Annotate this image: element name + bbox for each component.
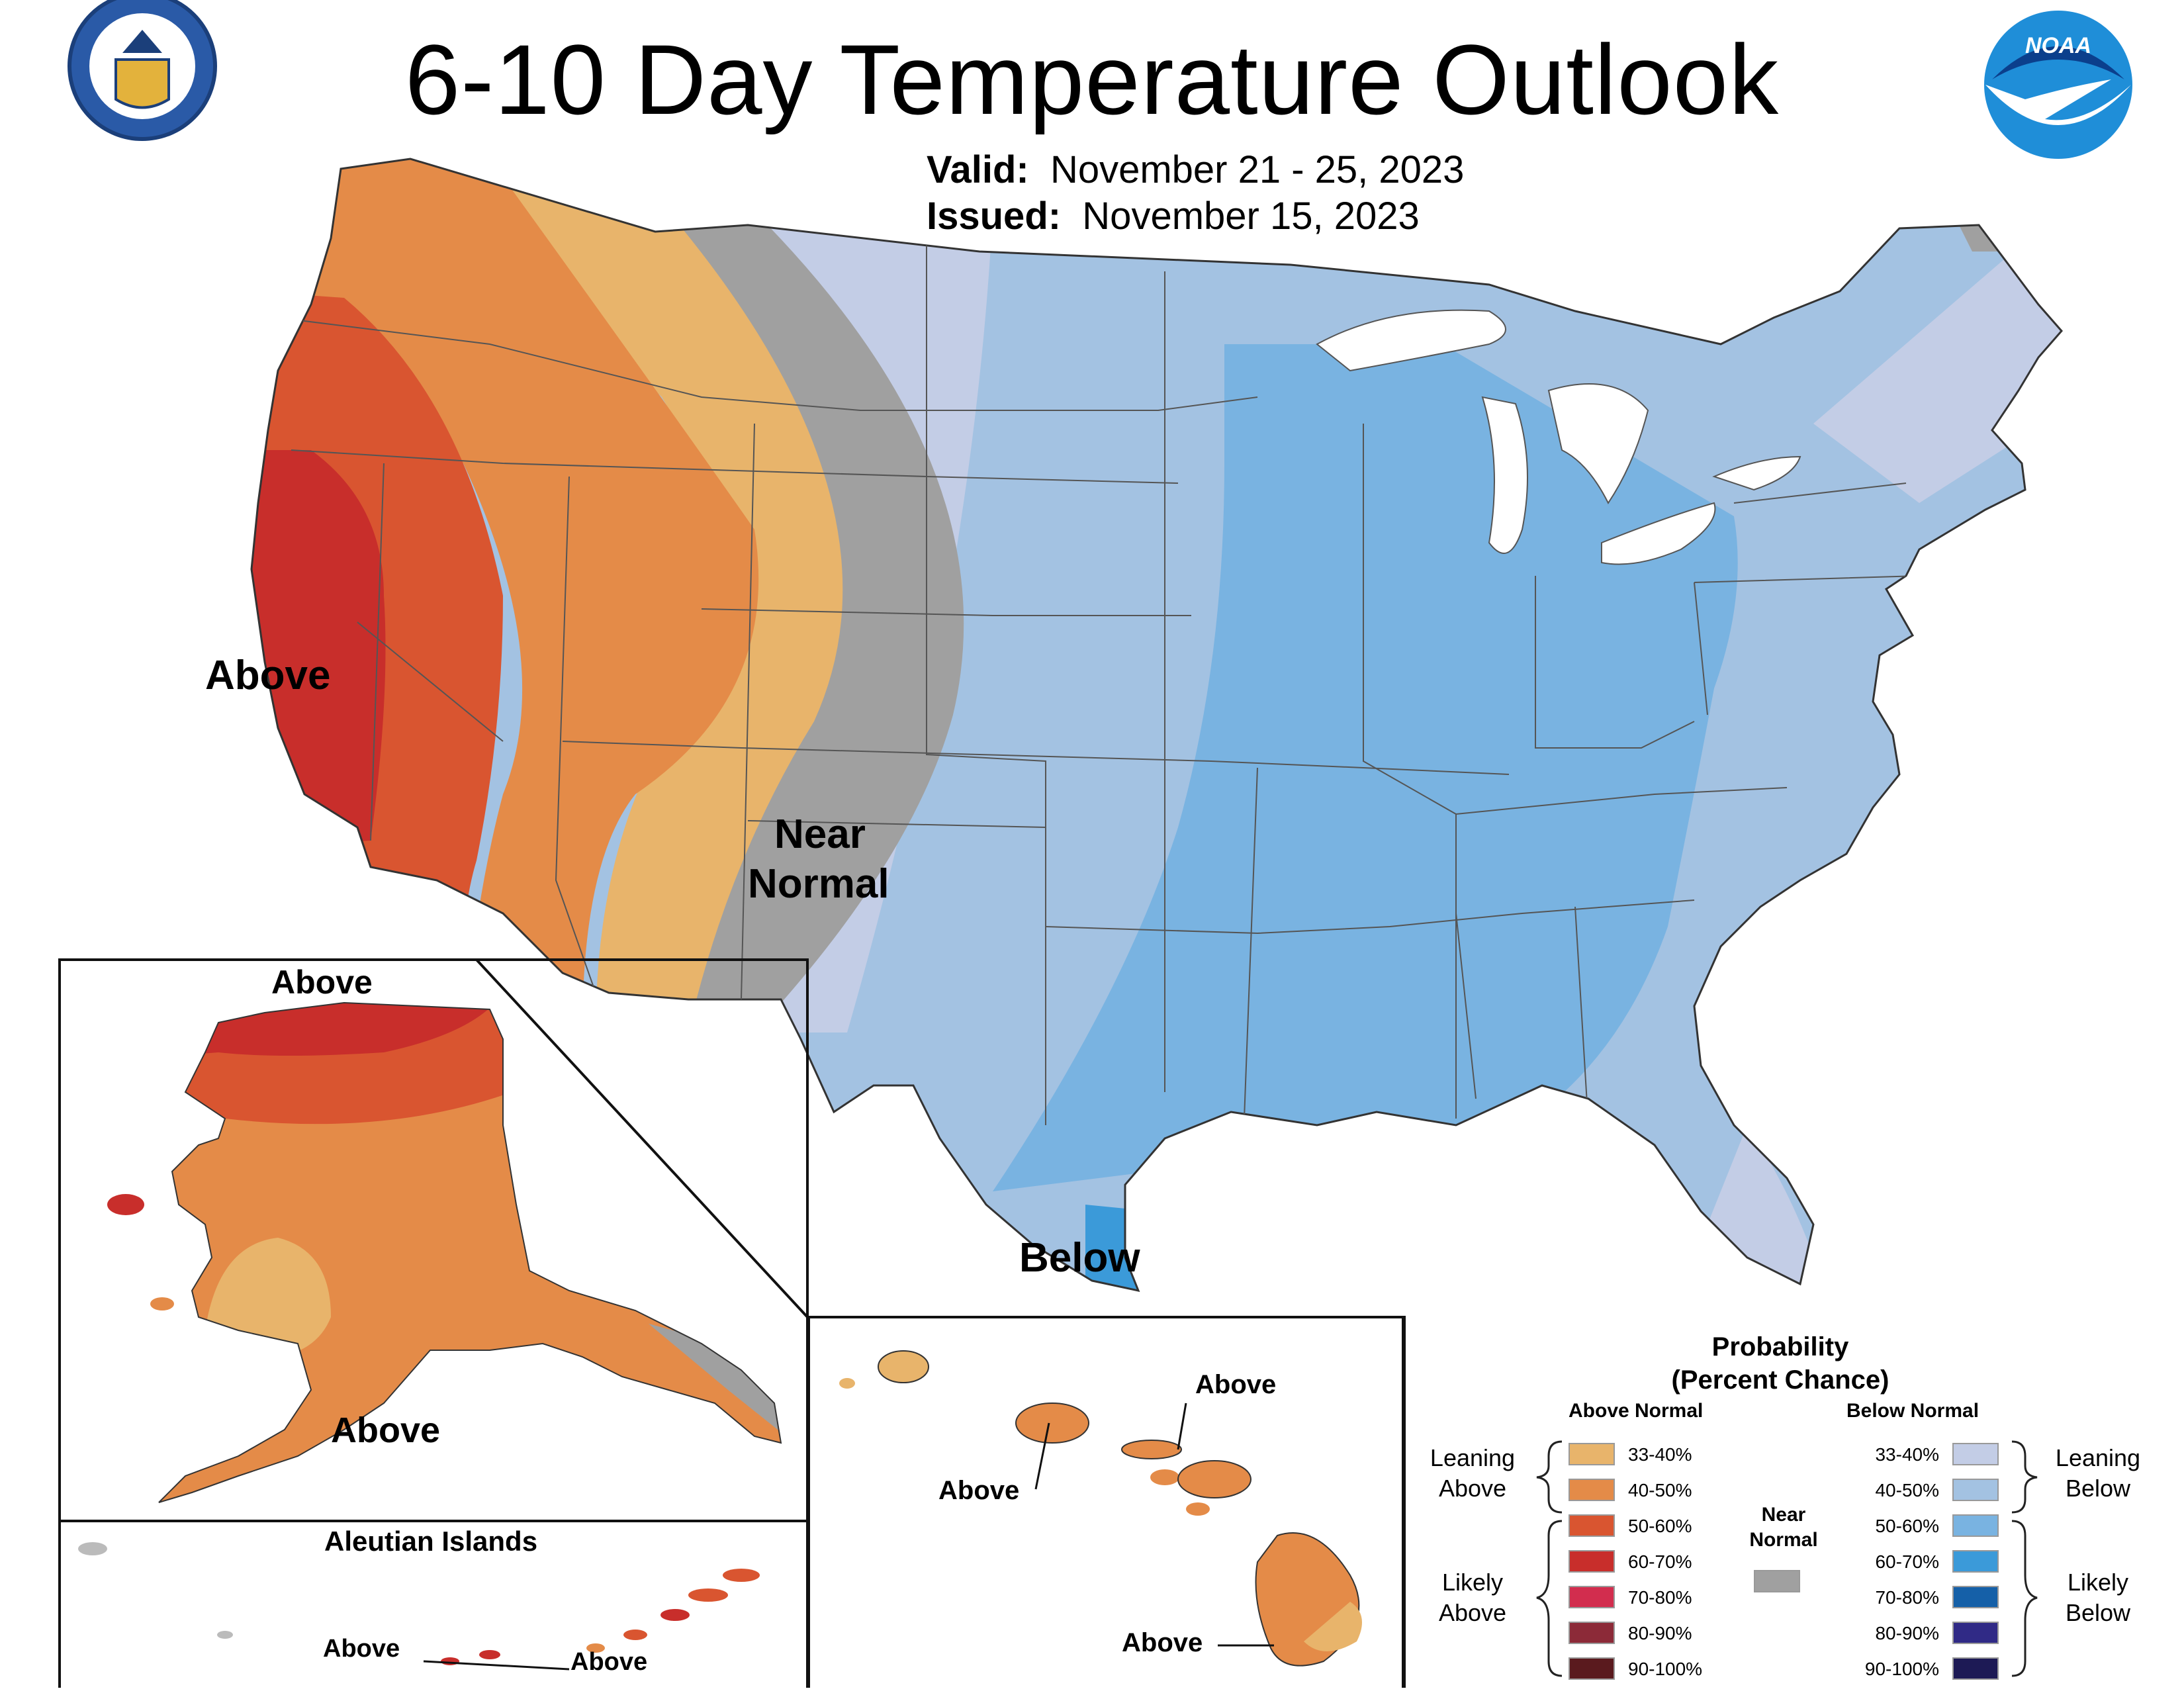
leaning-above-line-2: Above	[1438, 1475, 1507, 1502]
legend-swatch-above-3	[1569, 1550, 1615, 1573]
legend-swatch-below-3	[1952, 1550, 1999, 1573]
hawaii-bottom-label: Above	[1122, 1628, 1203, 1657]
legend-title-line-2: (Percent Chance)	[1671, 1365, 1889, 1395]
likely-above-line-1: Likely	[1441, 1569, 1504, 1596]
commerce-seal-icon	[68, 0, 217, 141]
leaning-above-text: Leaning Above	[1416, 1443, 1529, 1504]
aleutian-title: Aleutian Islands	[324, 1526, 538, 1557]
legend-label-below-5: 80-90%	[1875, 1623, 1939, 1643]
aleutian-islands	[78, 1542, 760, 1665]
leaning-below-line-1: Leaning	[2055, 1444, 2141, 1471]
legend-label-below-1: 40-50%	[1875, 1480, 1939, 1500]
legend-swatch-above-6	[1569, 1657, 1615, 1680]
legend-label-below-4: 70-80%	[1875, 1587, 1939, 1608]
conus-above-label: Above	[205, 653, 331, 698]
near-normal-swatch	[1754, 1570, 1800, 1592]
hawaii-left-label: Above	[938, 1476, 1020, 1505]
below-braces	[2011, 1440, 2038, 1677]
legend-swatch-above-0	[1569, 1443, 1615, 1465]
legend-swatch-below-6	[1952, 1657, 1999, 1680]
page-title: 6-10 Day Temperature Outlook	[404, 24, 1780, 135]
legend-label-above-0: 33-40%	[1628, 1444, 1692, 1465]
legend-label-above-3: 60-70%	[1628, 1551, 1692, 1572]
conus-below-label: Below	[1019, 1235, 1140, 1281]
near-label-1: Near	[774, 811, 866, 857]
near-normal-line-2: Normal	[1749, 1529, 1818, 1551]
legend-label-above-5: 80-90%	[1628, 1623, 1692, 1643]
legend-below-header: Below Normal	[1846, 1400, 1979, 1422]
hawaii-inset-box	[807, 1316, 1406, 1688]
legend-label-above-4: 70-80%	[1628, 1587, 1692, 1608]
likely-above-line-2: Above	[1438, 1599, 1507, 1626]
likely-below-line-1: Likely	[2067, 1569, 2129, 1596]
aleutian-left-label: Above	[323, 1635, 400, 1663]
legend-label-below-6: 90-100%	[1864, 1659, 1939, 1679]
hawaii-islands	[839, 1350, 1362, 1667]
legend-swatch-above-2	[1569, 1514, 1615, 1537]
validity-info: Valid: November 21 - 25, 2023 Issued: No…	[927, 147, 1464, 240]
issued-date: November 15, 2023	[1082, 195, 1420, 238]
legend-swatch-below-1	[1952, 1479, 1999, 1501]
legend-swatch-below-2	[1952, 1514, 1999, 1537]
legend-swatch-above-5	[1569, 1622, 1615, 1644]
alaska-south-label: Above	[331, 1410, 441, 1450]
legend-label-above-6: 90-100%	[1628, 1659, 1703, 1679]
above-braces	[1536, 1440, 1563, 1677]
legend-swatch-below-5	[1952, 1622, 1999, 1644]
near-normal-line-1: Near	[1761, 1504, 1806, 1526]
legend-label-below-2: 50-60%	[1875, 1516, 1939, 1536]
leaning-below-text: Leaning Below	[2038, 1443, 2158, 1504]
near-label-2: Normal	[748, 861, 889, 907]
leaning-below-line-2: Below	[2065, 1475, 2131, 1502]
legend-title-line-1: Probability	[1711, 1332, 1849, 1361]
legend-label-below-0: 33-40%	[1875, 1444, 1939, 1465]
noaa-logo-text: NOAA	[2025, 33, 2092, 58]
legend-title: Probability (Percent Chance)	[1635, 1330, 1926, 1397]
likely-below-line-2: Below	[2065, 1599, 2131, 1626]
legend-swatch-above-4	[1569, 1586, 1615, 1608]
legend-swatch-above-1	[1569, 1479, 1615, 1501]
legend-label-below-3: 60-70%	[1875, 1551, 1939, 1572]
legend-above-header: Above Normal	[1569, 1400, 1704, 1422]
alaska-zones	[159, 1003, 781, 1502]
alaska-north-label: Above	[271, 964, 373, 1001]
leaning-above-line-1: Leaning	[1430, 1444, 1516, 1471]
hawaii-upper-label: Above	[1195, 1370, 1277, 1399]
likely-below-text: Likely Below	[2038, 1567, 2158, 1628]
valid-label: Valid:	[927, 148, 1029, 191]
legend-label-above-2: 50-60%	[1628, 1516, 1692, 1536]
noaa-logo-icon	[1984, 11, 2132, 159]
valid-dates: November 21 - 25, 2023	[1050, 148, 1465, 191]
legend-swatch-below-4	[1952, 1586, 1999, 1608]
near-normal-legend-text: Near Normal	[1741, 1502, 1827, 1553]
aleutian-right-label: Above	[570, 1648, 648, 1676]
issued-label: Issued:	[927, 195, 1062, 238]
legend-label-above-1: 40-50%	[1628, 1480, 1692, 1500]
conus-zones	[251, 159, 2062, 1291]
state-lines	[277, 245, 1920, 1126]
likely-above-text: Likely Above	[1416, 1567, 1529, 1628]
legend-swatch-below-0	[1952, 1443, 1999, 1465]
